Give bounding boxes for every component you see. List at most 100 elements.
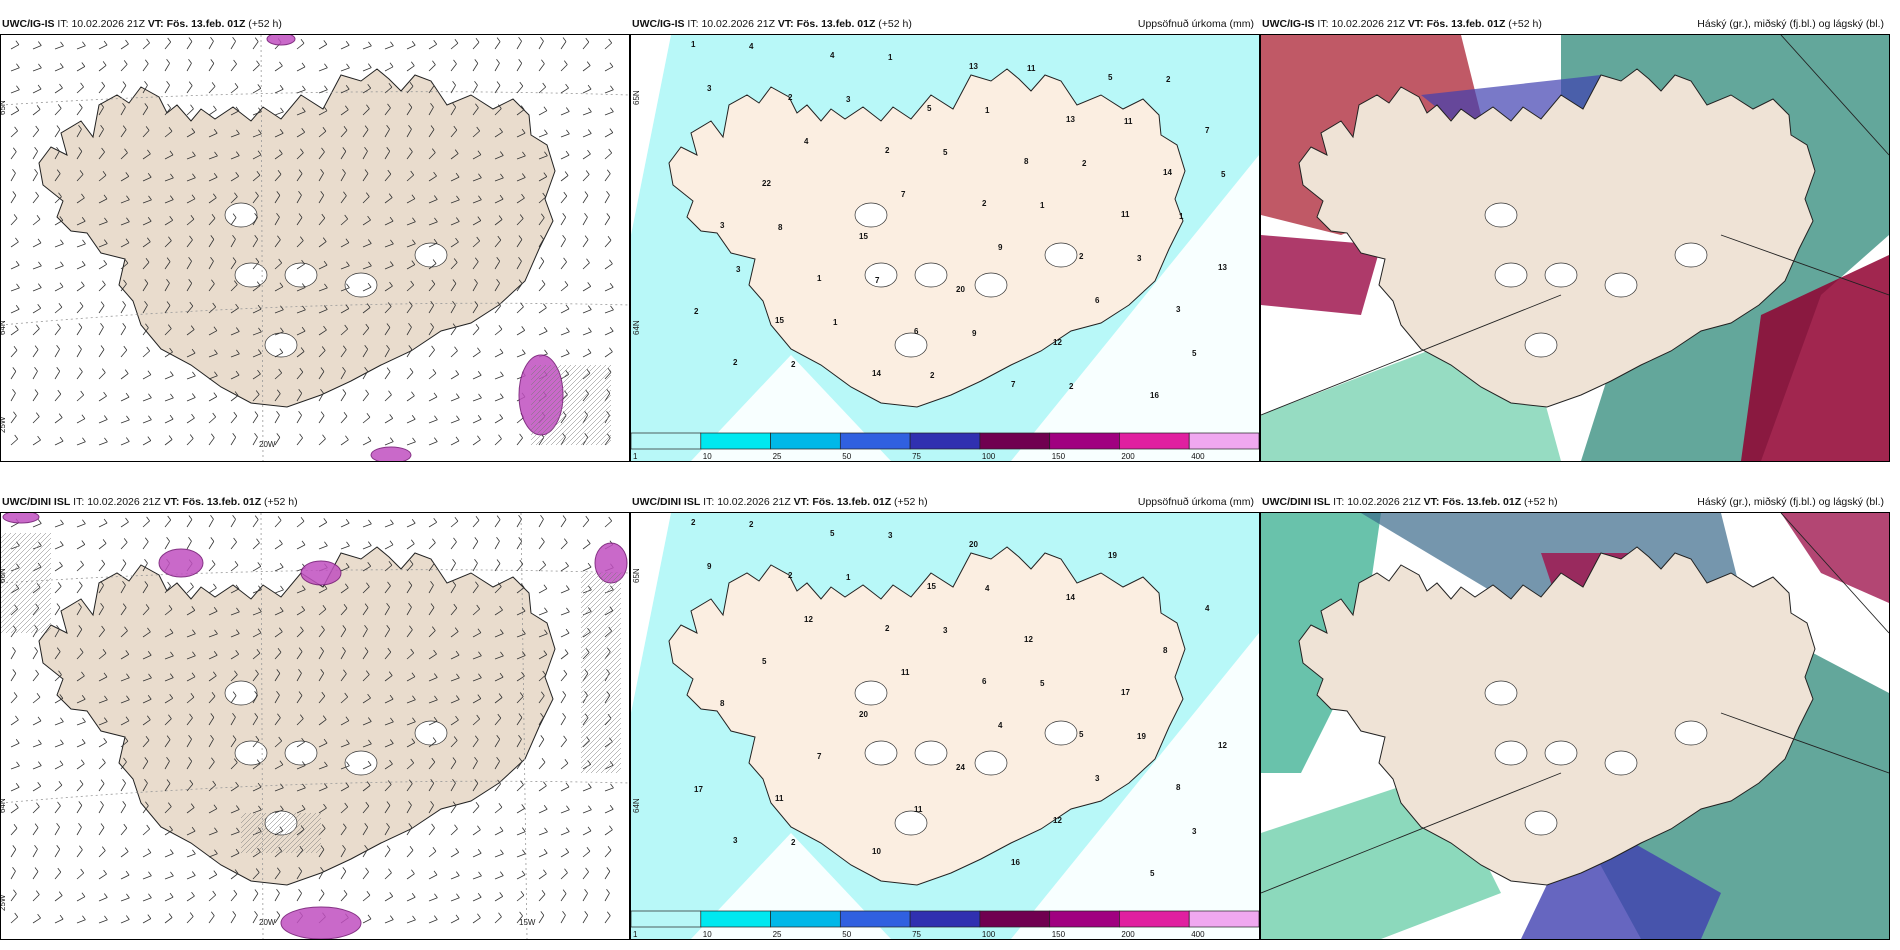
cloud-field (1741, 255, 1889, 461)
title-model: UWC/DINI ISL (1262, 496, 1331, 508)
colorbar: 1 10 25 50 75 100 150 200 400 (631, 910, 1259, 939)
precip-value-label: 12 (1053, 338, 1062, 347)
precip-value-label: 13 (1218, 263, 1227, 272)
iceland-coastline (1298, 546, 1816, 886)
precip-value-label: 7 (901, 190, 906, 199)
colorbar-swatch (770, 910, 841, 928)
precip-value-label: 12 (1053, 816, 1062, 825)
map-frame (1260, 34, 1890, 462)
colorbar-tick-label: 75 (912, 452, 921, 461)
no-precip-area (631, 35, 671, 235)
precip-value-label: 2 (1082, 159, 1087, 168)
glacier-outline (284, 740, 318, 766)
glacier-outline (344, 750, 378, 776)
title-it: 10.02.2026 21Z (1331, 18, 1405, 30)
precip-value-label: 11 (901, 668, 910, 677)
map-canvas (1261, 35, 1889, 461)
colorbar-swatch (1049, 432, 1120, 450)
colorbar-swatch (770, 432, 841, 450)
title-it-label: IT: (57, 18, 69, 30)
precip-value-label: 7 (1205, 126, 1210, 135)
precip-value-label: 4 (1205, 604, 1210, 613)
axis-label-lat2: 64N (1, 320, 7, 335)
precip-value-label: 15 (927, 582, 936, 591)
precip-value-label: 2 (1069, 382, 1074, 391)
axis-label-lon1: 20W (259, 918, 276, 927)
precip-value-label: 3 (1137, 254, 1142, 263)
title-it-label: IT: (687, 18, 699, 30)
precip-value-label: 12 (1024, 635, 1033, 644)
panel-title: UWC/DINI ISL IT: 10.02.2026 21Z VT: Fös.… (632, 496, 928, 508)
precip-value-label: 5 (1079, 730, 1084, 739)
glacier-outline (1524, 332, 1558, 358)
axis-label-lat_mid: 64N (632, 320, 641, 335)
precip-value-label: 3 (1192, 827, 1197, 836)
precip-value-label: 5 (1108, 73, 1113, 82)
precip-value-label: 10 (872, 847, 881, 856)
colorbar-swatch (700, 910, 771, 928)
glacier-outline (1044, 720, 1078, 746)
title-vt-label: VT: (1423, 496, 1440, 508)
precip-value-label: 2 (749, 520, 754, 529)
colorbar-swatch (1119, 432, 1190, 450)
glacier-outline (1544, 262, 1578, 288)
precip-value-label: 1 (1179, 212, 1184, 221)
title-it: 10.02.2026 21Z (1347, 496, 1421, 508)
graticule (1, 35, 629, 461)
colorbar: 1 10 25 50 75 100 150 200 400 (631, 432, 1259, 461)
colorbar-swatch (1119, 910, 1190, 928)
panel-title: UWC/DINI ISL IT: 10.02.2026 21Z VT: Fös.… (2, 496, 298, 508)
panel-header: UWC/DINI ISL IT: 10.02.2026 21Z VT: Fös.… (1260, 496, 1888, 512)
title-it-label: IT: (1317, 18, 1329, 30)
precip-value-label: 4 (830, 51, 835, 60)
precip-value-label: 3 (720, 221, 725, 230)
precip-value-label: 1 (888, 53, 893, 62)
hatched-area (530, 364, 612, 446)
axis-label-lat3: 25W (1, 894, 7, 911)
colorbar-swatch (1188, 432, 1259, 450)
iceland-coastline (668, 68, 1186, 408)
cloud-field (1261, 235, 1381, 315)
colorbar-tick-label: 10 (703, 930, 712, 939)
glacier-outline (864, 740, 898, 766)
precip-value-label: 9 (998, 243, 1003, 252)
glacier-outline (1524, 810, 1558, 836)
title-lead: (+52 h) (878, 18, 912, 30)
title-vt-label: VT: (147, 18, 164, 30)
panel-variable-label: Háský (gr.), miðský (fj.bl.) og lágský (… (1697, 496, 1884, 508)
map-canvas: 20W 65N 64N 25W (1, 35, 629, 461)
wind-barbs (10, 36, 614, 446)
precip-value-label: 14 (1163, 168, 1172, 177)
precip-value-label: 17 (1121, 688, 1130, 697)
precip-value-label: 5 (830, 529, 835, 538)
precip-value-label: 2 (1079, 252, 1084, 261)
precip-value-label: 1 (846, 573, 851, 582)
colorbar-swatch (839, 432, 911, 450)
precip-value-label: 2 (788, 93, 793, 102)
title-vt: Fös. 13.feb. 01Z (1442, 496, 1522, 508)
precip-value-label: 8 (720, 699, 725, 708)
title-vt: Fös. 13.feb. 01Z (166, 18, 246, 30)
precip-value-label: 3 (733, 836, 738, 845)
iceland-coastline (1298, 68, 1816, 408)
title-model: UWC/IG-IS (1262, 18, 1315, 30)
colorbar-tick-label: 1 (633, 930, 638, 939)
glacier-outline (914, 740, 948, 766)
map-canvas: 2226583515121712111020148871116194520241… (631, 513, 1259, 939)
axis-label-lat3: 25W (1, 416, 7, 433)
glacier-outline (1674, 242, 1708, 268)
hatched-area (1, 532, 622, 854)
colorbar-tick-label: 400 (1191, 452, 1205, 461)
colorbar-tick-label: 200 (1121, 452, 1135, 461)
precip-value-label: 20 (969, 540, 978, 549)
axis-label-lat_mid: 64N (632, 798, 641, 813)
precip-value-label: 20 (859, 710, 868, 719)
precip-value-label: 7 (875, 276, 880, 285)
title-vt-label: VT: (777, 18, 794, 30)
precip-value-label: 11 (1027, 64, 1036, 73)
title-vt-label: VT: (1407, 18, 1424, 30)
title-model: UWC/IG-IS (632, 18, 685, 30)
glacier-outline (1544, 740, 1578, 766)
precip-value-label: 2 (885, 146, 890, 155)
glacier-outline (1484, 680, 1518, 706)
